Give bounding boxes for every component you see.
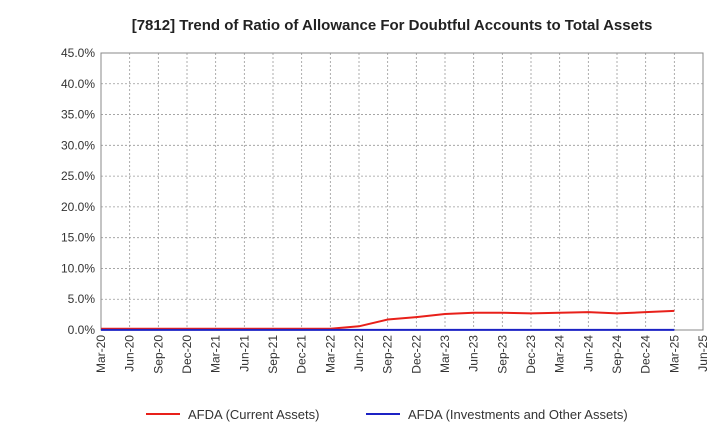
y-tick-label: 40.0% bbox=[61, 77, 95, 91]
x-tick-label: Sep-21 bbox=[266, 335, 280, 374]
x-axis: Mar-20 Jun-20 Sep-20 Dec-20 Mar-21 Jun-21 Sep-… bbox=[94, 335, 710, 374]
x-tick-label: Dec-24 bbox=[639, 335, 653, 374]
y-tick-label: 10.0% bbox=[61, 261, 95, 275]
legend-label-current-assets: AFDA (Current Assets) bbox=[188, 407, 319, 422]
y-tick-label: 30.0% bbox=[61, 138, 95, 152]
x-tick-label: Sep-22 bbox=[381, 335, 395, 374]
x-tick-label: Jun-22 bbox=[352, 335, 366, 372]
grid-lines bbox=[101, 53, 703, 330]
x-tick-label: Jun-25 bbox=[696, 335, 710, 372]
series-lines bbox=[101, 309, 675, 331]
y-tick-label: 20.0% bbox=[61, 200, 95, 214]
legend: AFDA (Current Assets) AFDA (Investments … bbox=[146, 407, 628, 422]
x-tick-label: Mar-25 bbox=[667, 335, 681, 373]
y-tick-label: 35.0% bbox=[61, 108, 95, 122]
y-tick-label: 0.0% bbox=[68, 323, 96, 337]
x-tick-label: Mar-20 bbox=[94, 335, 108, 373]
plot-area bbox=[100, 52, 704, 331]
x-tick-label: Mar-23 bbox=[438, 335, 452, 373]
x-tick-label: Jun-24 bbox=[581, 335, 595, 372]
y-tick-label: 15.0% bbox=[61, 231, 95, 245]
x-tick-label: Mar-24 bbox=[553, 335, 567, 373]
y-tick-label: 45.0% bbox=[61, 46, 95, 60]
chart-title: [7812] Trend of Ratio of Allowance For D… bbox=[132, 17, 653, 34]
y-axis: 0.0% 5.0% 10.0% 15.0% 20.0% 25.0% 30.0% 35.0% 40… bbox=[61, 46, 95, 337]
x-tick-label: Sep-24 bbox=[610, 335, 624, 374]
x-tick-label: Sep-20 bbox=[151, 335, 165, 374]
y-tick-label: 5.0% bbox=[68, 292, 96, 306]
series-line-current-assets bbox=[101, 309, 675, 330]
x-tick-label: Jun-23 bbox=[467, 335, 481, 372]
x-tick-label: Jun-20 bbox=[123, 335, 137, 372]
y-tick-label: 25.0% bbox=[61, 169, 95, 183]
legend-label-investments: AFDA (Investments and Other Assets) bbox=[408, 407, 628, 422]
x-tick-label: Mar-21 bbox=[209, 335, 223, 373]
x-tick-label: Dec-20 bbox=[180, 335, 194, 374]
x-tick-label: Sep-23 bbox=[495, 335, 509, 374]
x-tick-label: Dec-21 bbox=[295, 335, 309, 374]
x-tick-label: Dec-23 bbox=[524, 335, 538, 374]
x-tick-label: Jun-21 bbox=[237, 335, 251, 372]
x-tick-label: Mar-22 bbox=[323, 335, 337, 373]
x-tick-label: Dec-22 bbox=[409, 335, 423, 374]
